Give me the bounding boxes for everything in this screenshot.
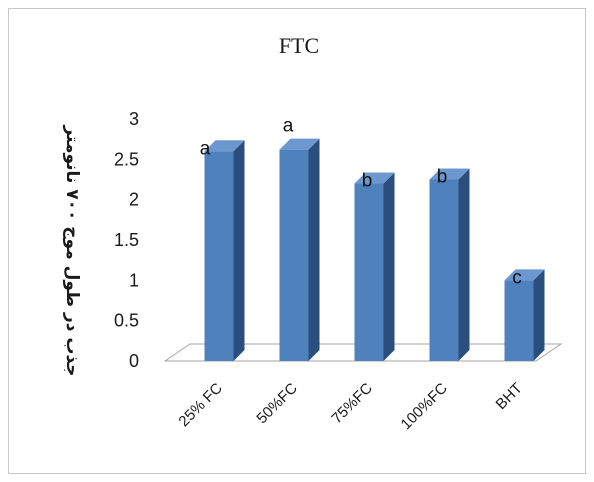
x-axis-ticks: 25% FC 50%FC 75%FC 100%FC BHT [175,380,525,433]
bar [279,138,320,361]
y-axis-ticks: 0 0.5 1 1.5 2 2.5 3 [114,109,139,371]
bar-top [204,140,245,152]
x-tick-label: 50%FC [253,380,301,428]
y-tick-label: 3 [129,109,139,129]
bar-front [204,151,234,361]
bar-front [279,149,309,361]
data-labels: a a b b c [200,116,522,289]
bar-chart: FTC جذب در طول موج ۷۰۰ نانومتر 0 0.5 1 1.5 2… [62,33,563,433]
data-label: b [362,171,373,192]
chart-frame: FTC جذب در طول موج ۷۰۰ نانومتر 0 0.5 1 1.5 2… [8,8,586,474]
y-tick-label: 0.5 [114,311,139,331]
x-tick-label: BHT [493,380,526,413]
y-axis-label: جذب در طول موج ۷۰۰ نانومتر [62,124,82,376]
x-tick-label: 100%FC [398,380,451,433]
bar-top [429,168,470,180]
bar-front [429,179,459,361]
y-tick-label: 1.5 [114,230,139,250]
data-label: b [437,167,448,188]
data-label: a [200,138,211,159]
y-tick-label: 0 [129,351,139,371]
data-label: c [512,267,522,288]
bar [204,140,245,361]
chart-title: FTC [279,33,319,58]
bar-top [279,138,320,150]
bar-side [233,140,245,361]
bar-top [354,172,395,184]
y-tick-label: 2 [129,190,139,210]
bar-front [504,280,534,361]
y-tick-label: 1 [129,270,139,290]
bar-front [354,183,384,361]
bar [504,269,545,361]
x-tick-label: 75%FC [328,380,376,428]
bar-top [504,269,545,281]
bars [204,138,545,361]
x-tick-label: 25% FC [175,380,225,430]
bar [354,172,395,361]
bar-side [533,269,545,361]
data-label: a [283,116,294,137]
bar [429,168,470,361]
y-tick-label: 2.5 [114,149,139,169]
bar-side [308,138,320,361]
bar-side [458,168,470,361]
bar-side [383,172,395,361]
